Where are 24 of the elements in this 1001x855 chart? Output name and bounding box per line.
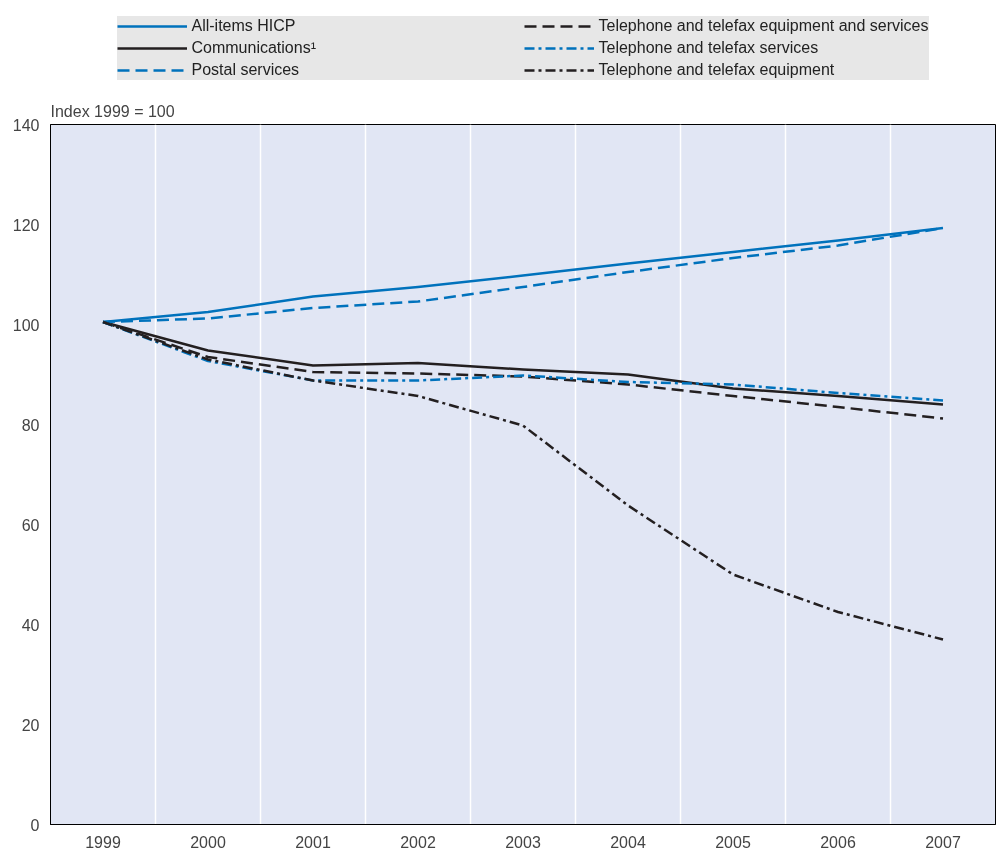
y-tick-label: 140	[12, 116, 40, 134]
x-tick-label: 2003	[505, 833, 541, 851]
legend-label: Telephone and telefax equipment	[598, 60, 836, 79]
legend-label: Telephone and telefax services	[598, 38, 820, 57]
legend-label: Telephone and telefax equipment and services	[598, 16, 929, 35]
y-tick-label: 60	[21, 516, 40, 534]
x-tick-label: 2005	[715, 833, 751, 851]
y-tick-label: 120	[12, 216, 40, 234]
y-tick-label: 100	[12, 316, 40, 334]
x-tick-label: 1999	[85, 833, 121, 851]
legend-label: Communications¹	[191, 38, 317, 57]
x-tick-label: 2002	[400, 833, 436, 851]
legend-label: Postal services	[191, 60, 301, 79]
x-tick-label: 2007	[925, 833, 961, 851]
y-tick-label: 20	[21, 716, 40, 734]
y-tick-label: 40	[21, 616, 40, 634]
x-tick-label: 2001	[295, 833, 331, 851]
x-tick-label: 2004	[610, 833, 646, 851]
x-tick-label: 2000	[190, 833, 226, 851]
legend-label: All-items HICP	[191, 16, 297, 35]
y-tick-label: 80	[21, 416, 40, 434]
y-axis-title: Index 1999 = 100	[50, 102, 175, 120]
y-tick-label: 0	[30, 816, 40, 834]
x-tick-label: 2006	[820, 833, 856, 851]
